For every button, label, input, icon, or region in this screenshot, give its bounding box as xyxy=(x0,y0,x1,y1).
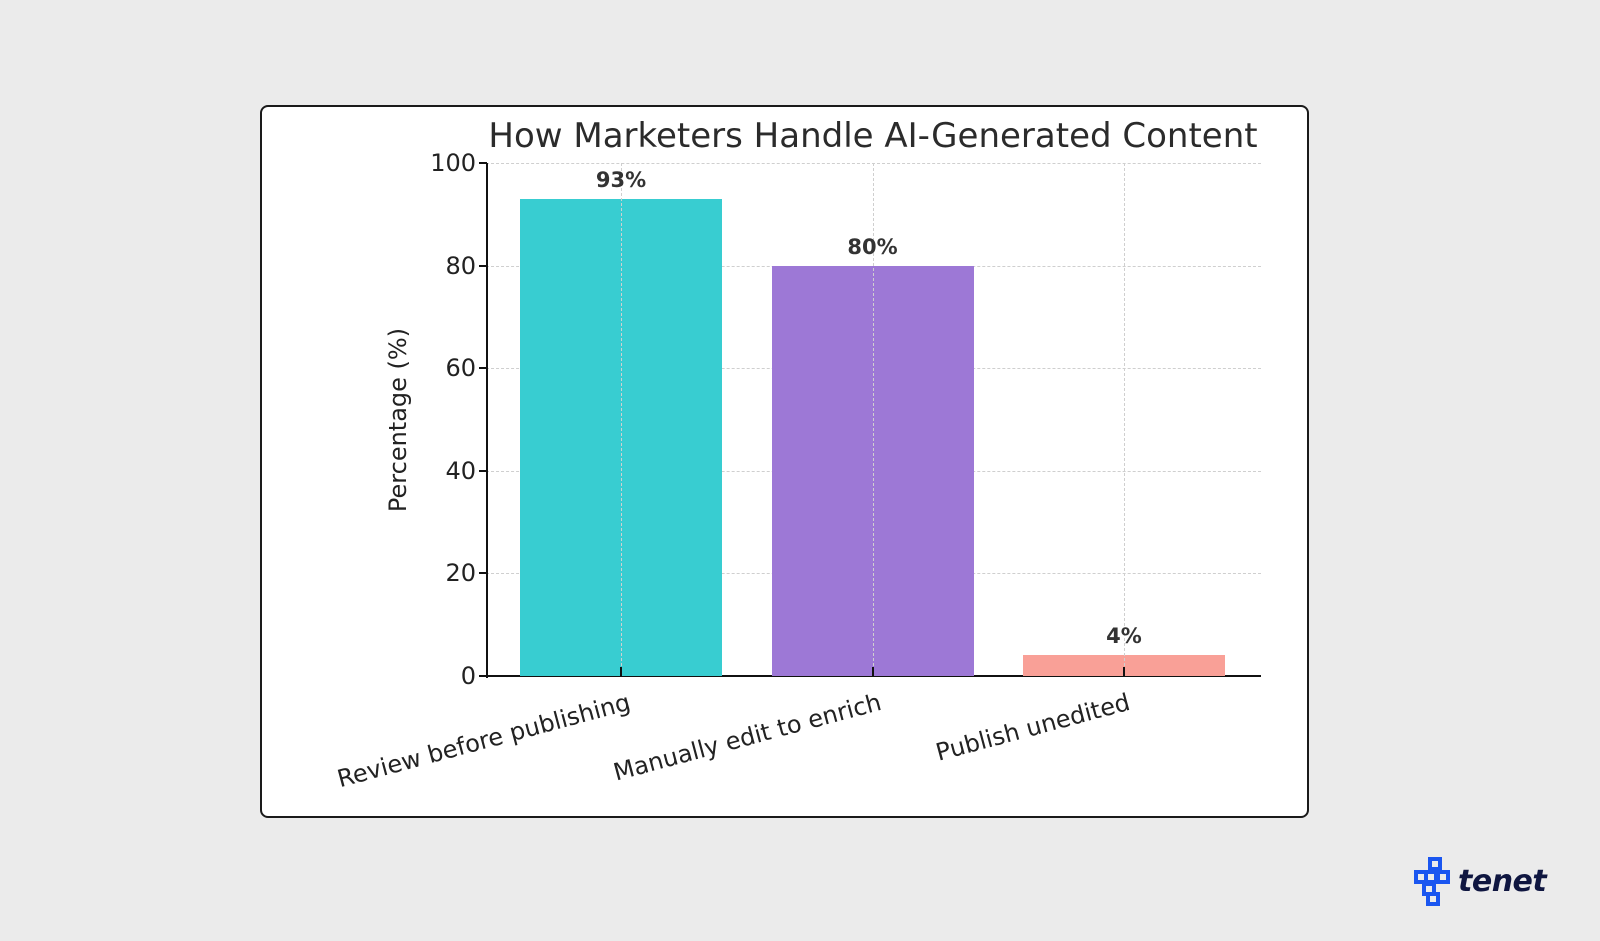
y-tick-label: 40 xyxy=(445,456,476,485)
v-gridline xyxy=(1124,163,1125,676)
y-tick-label: 60 xyxy=(445,354,476,383)
y-tick-label: 80 xyxy=(445,251,476,280)
h-gridline xyxy=(486,163,1261,164)
x-tick-mark xyxy=(1123,667,1125,676)
y-tick-mark xyxy=(479,675,487,677)
plot-area: 93% 80% 4% xyxy=(486,163,1261,676)
y-tick-label: 20 xyxy=(445,559,476,588)
tenet-logo: tenet xyxy=(1412,856,1547,906)
y-tick-mark xyxy=(479,367,487,370)
y-tick-mark xyxy=(479,572,487,575)
y-tick-mark xyxy=(479,264,487,267)
logo-wordmark: tenet xyxy=(1458,863,1547,899)
y-tick-mark xyxy=(479,469,487,472)
x-axis-line xyxy=(486,675,1261,677)
y-tick-mark xyxy=(479,162,487,164)
x-tick-mark xyxy=(871,667,874,676)
y-tick-label: 0 xyxy=(460,662,476,690)
bar-value-label: 93% xyxy=(595,167,647,192)
tenet-cross-icon xyxy=(1414,857,1450,906)
v-gridline xyxy=(872,163,874,676)
bar-value-label: 4% xyxy=(1106,624,1142,649)
y-tick-label: 100 xyxy=(430,149,476,177)
y-axis-line xyxy=(486,163,488,678)
bar-value-label: 80% xyxy=(847,234,898,259)
x-tick-mark xyxy=(620,667,622,676)
y-axis-label: Percentage (%) xyxy=(384,327,412,513)
v-gridline xyxy=(621,163,622,676)
chart-title: How Marketers Handle AI-Generated Conten… xyxy=(488,116,1258,156)
